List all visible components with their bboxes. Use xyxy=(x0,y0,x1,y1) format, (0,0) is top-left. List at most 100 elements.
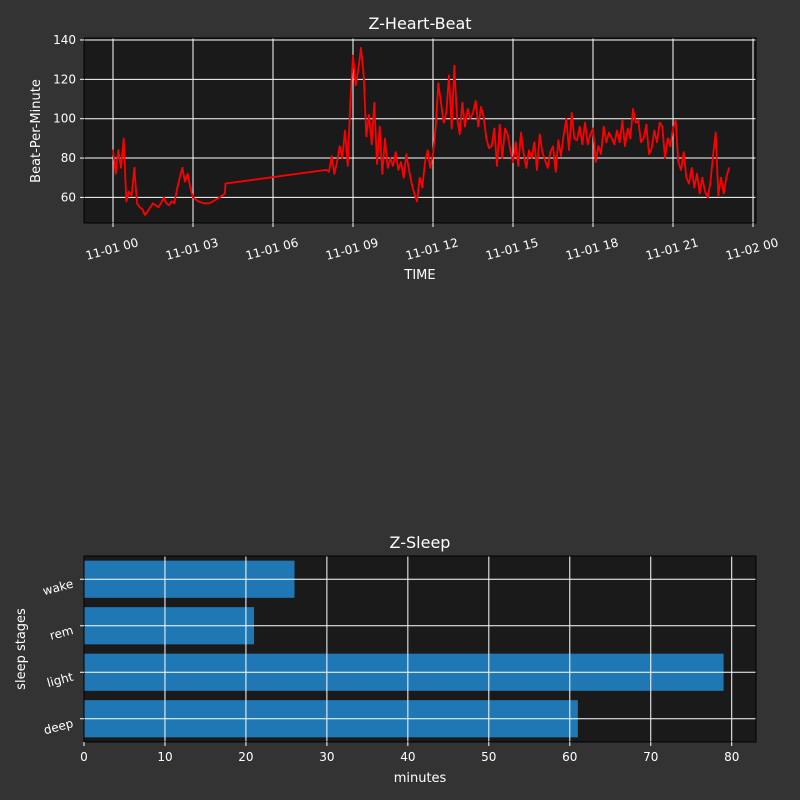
heart-rate-point xyxy=(693,187,695,189)
heart-rate-point xyxy=(413,192,415,195)
heart-rate-point xyxy=(600,153,602,155)
heart-rate-point xyxy=(168,204,170,206)
heart-rate-point xyxy=(467,108,469,110)
heart-rate-point xyxy=(669,145,671,147)
heart-rate-point xyxy=(387,167,389,169)
heart-rate-point xyxy=(208,202,210,204)
heart-rate-point xyxy=(136,202,138,204)
heart-rate-x-label: TIME xyxy=(403,268,435,283)
heart-rate-point xyxy=(224,192,226,195)
heart-rate-point xyxy=(445,112,447,114)
heart-rate-point xyxy=(392,165,394,167)
heart-rate-point xyxy=(547,167,549,169)
heart-rate-point xyxy=(341,157,343,159)
heart-rate-point xyxy=(405,153,407,155)
sleep-frame xyxy=(83,555,757,743)
sleep-grid xyxy=(83,556,756,742)
heart-rate-point xyxy=(424,161,426,163)
heart-rate-point xyxy=(152,202,154,204)
heart-rate-point xyxy=(651,147,653,149)
heart-rate-point xyxy=(163,196,165,198)
heart-rate-y-tick-label: 80 xyxy=(61,151,76,165)
heart-rate-point xyxy=(541,151,543,153)
sleep-title: Z-Sleep xyxy=(390,533,451,552)
heart-rate-point xyxy=(584,122,586,124)
heart-rate-point xyxy=(592,127,594,130)
heart-rate-y-label: Beat-Per-Minute xyxy=(29,79,44,183)
heart-rate-point xyxy=(395,151,397,153)
heart-rate-point xyxy=(173,202,175,204)
heart-rate-point xyxy=(400,161,402,163)
heart-rate-point xyxy=(147,210,149,212)
heart-rate-frame xyxy=(83,37,757,224)
heart-rate-point xyxy=(453,65,455,67)
sleep-x-tick-label: 0 xyxy=(80,750,88,764)
heart-rate-point xyxy=(560,155,562,157)
heart-rate-point xyxy=(365,135,367,137)
heart-rate-point xyxy=(608,131,610,134)
heart-rate-point xyxy=(685,177,687,179)
heart-rate-point xyxy=(640,141,642,143)
heart-rate-point xyxy=(520,131,522,134)
heart-rate-point xyxy=(712,155,714,157)
heart-rate-point xyxy=(376,163,378,165)
sleep-x-tick-label: 40 xyxy=(400,750,415,764)
heart-rate-point xyxy=(616,129,618,132)
heart-rate-point xyxy=(408,169,410,171)
sleep-x-tick-label: 70 xyxy=(643,750,658,764)
heart-rate-point xyxy=(717,194,719,196)
heart-rate-point xyxy=(480,106,482,108)
heart-rate-point xyxy=(363,74,365,76)
heart-rate-point xyxy=(496,165,498,167)
heart-rate-point xyxy=(125,200,127,202)
sleep-x-ticks: 0 10 20 30 40 50 60 70 80 xyxy=(80,742,739,764)
heart-rate-point xyxy=(328,171,330,173)
sleep-x-tick-label: 20 xyxy=(238,750,253,764)
heart-rate-y-tick-label: 100 xyxy=(53,112,76,126)
heart-rate-point xyxy=(443,122,445,124)
sleep-x-tick-label: 60 xyxy=(562,750,577,764)
heart-rate-point xyxy=(720,177,722,179)
heart-rate-point xyxy=(661,126,663,128)
heart-rate-point xyxy=(456,116,458,118)
sleep-y-label: sleep stages xyxy=(14,608,29,690)
heart-rate-point xyxy=(421,187,423,189)
heart-rate-point xyxy=(557,139,559,141)
heart-rate-point xyxy=(165,202,167,204)
heart-rate-point xyxy=(568,149,570,151)
heart-rate-point xyxy=(347,165,349,167)
heart-rate-point xyxy=(699,192,701,195)
heart-rate-y-tick-label: 60 xyxy=(61,190,76,204)
heart-rate-point xyxy=(429,167,431,169)
heart-rate-point xyxy=(131,194,133,196)
heart-rate-point xyxy=(112,149,114,151)
heart-rate-point xyxy=(504,127,506,130)
heart-rate-point xyxy=(336,161,338,163)
heart-rate-point xyxy=(621,120,623,122)
heart-rate-point xyxy=(563,133,565,135)
sleep-x-tick-label: 50 xyxy=(481,750,496,764)
heart-rate-point xyxy=(435,126,437,128)
sleep-x-label: minutes xyxy=(394,771,447,786)
heart-rate-point xyxy=(176,188,178,191)
heart-rate-point xyxy=(141,208,143,210)
heart-rate-point xyxy=(576,139,578,141)
heart-rate-point xyxy=(437,82,439,84)
heart-rate-point xyxy=(373,102,375,104)
heart-rate-point xyxy=(725,177,727,179)
heart-rate-point xyxy=(728,167,730,169)
heart-rate-point xyxy=(565,118,567,120)
heart-rate-point xyxy=(459,133,461,135)
heart-rate-point xyxy=(440,102,442,104)
heart-rate-point xyxy=(179,177,181,179)
heart-rate-point xyxy=(485,137,487,139)
heart-rate-point xyxy=(464,126,466,128)
heart-rate-point xyxy=(635,122,637,124)
heart-rate-point xyxy=(115,173,117,175)
heart-rate-chart: 11-01 00 11-01 03 11-01 06 11-01 09 11-01 12… xyxy=(29,14,780,283)
heart-rate-point xyxy=(139,206,141,208)
heart-rate-point xyxy=(677,161,679,163)
sleep-y-tick-label: light xyxy=(45,670,75,690)
heart-rate-point xyxy=(539,133,541,135)
heart-rate-point xyxy=(184,181,186,183)
